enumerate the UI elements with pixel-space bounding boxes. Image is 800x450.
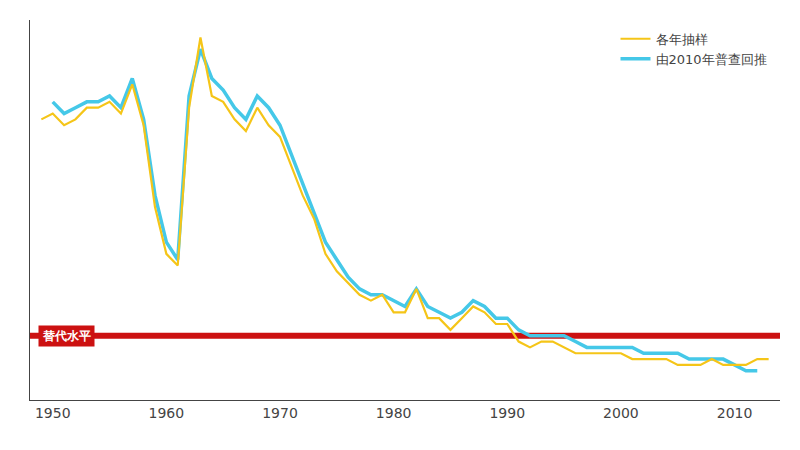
svg-text:替代水平: 替代水平	[42, 329, 91, 343]
svg-text:1980: 1980	[376, 405, 412, 421]
svg-text:1960: 1960	[149, 405, 185, 421]
svg-text:2010: 2010	[717, 405, 753, 421]
svg-text:由2010年普查回推: 由2010年普查回推	[656, 52, 767, 67]
svg-text:1950: 1950	[35, 405, 71, 421]
svg-text:2000: 2000	[603, 405, 639, 421]
svg-text:1990: 1990	[489, 405, 525, 421]
svg-text:各年抽样: 各年抽样	[656, 32, 708, 47]
svg-text:1970: 1970	[262, 405, 298, 421]
